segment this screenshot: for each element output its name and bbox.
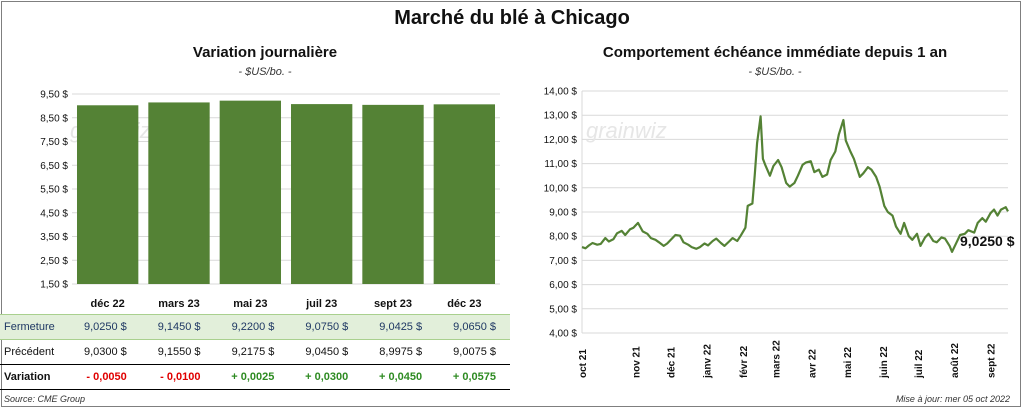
table-cell: 9,0075 $: [436, 339, 510, 365]
table-cell: 9,1450 $: [140, 314, 215, 340]
table-cell: 9,0750 $: [288, 314, 363, 340]
table-cell: 9,0250 $: [67, 314, 141, 340]
left-chart-title: Variation journalière: [192, 44, 338, 61]
y-tick-label: 10,00 $: [544, 183, 578, 194]
x-tick-label: févr 22: [739, 345, 750, 378]
x-tick-label: mai 22: [843, 346, 854, 378]
last-value-label: 9,0250 $: [960, 233, 1015, 249]
table-cell: + 0,0025: [214, 364, 289, 390]
y-tick-label: 4,00 $: [549, 329, 577, 340]
right-watermark: grainwiz: [586, 118, 667, 143]
x-tick-label: août 22: [950, 343, 961, 378]
y-tick-label: 13,00 $: [544, 111, 578, 122]
variation-table: Fermeture 9,0250 $ 9,1450 $ 9,2200 $ 9,0…: [0, 314, 510, 390]
x-tick-label: janv 22: [703, 344, 714, 379]
y-tick-label: 5,50 $: [40, 185, 68, 196]
bar: [148, 102, 210, 285]
x-tick-label: sept 22: [986, 343, 997, 378]
x-tick-label: mars 22: [772, 340, 783, 378]
y-tick-label: 6,00 $: [549, 280, 577, 291]
right-chart-subtitle: - $US/bo. -: [748, 66, 802, 78]
x-tick-label: nov 21: [632, 346, 643, 378]
x-tick-label: déc 23: [447, 298, 481, 310]
bar: [433, 104, 496, 284]
y-tick-label: 14,00 $: [544, 87, 578, 98]
table-cell: 9,2175 $: [214, 339, 289, 365]
x-tick-label: avr 22: [808, 349, 819, 378]
table-row: Variation - 0,0050 - 0,0100 + 0,0025 + 0…: [0, 364, 510, 390]
row-label: Variation: [0, 364, 68, 390]
bar: [219, 100, 282, 285]
left-chart-subtitle: - $US/bo. -: [238, 66, 292, 78]
y-tick-label: 3,50 $: [40, 232, 68, 243]
y-tick-label: 8,50 $: [40, 113, 68, 124]
y-tick-label: 7,50 $: [40, 137, 68, 148]
x-tick-label: juil 22: [914, 349, 925, 379]
x-tick-label: juil 23: [305, 298, 337, 310]
table-cell: 9,0300 $: [67, 339, 141, 365]
table-cell: - 0,0100: [140, 364, 215, 390]
bar: [362, 104, 424, 284]
table-cell: + 0,0450: [362, 364, 437, 390]
x-tick-label: juin 22: [879, 346, 890, 379]
table-cell: 9,0450 $: [288, 339, 363, 365]
y-tick-label: 5,00 $: [549, 304, 577, 315]
y-tick-label: 4,50 $: [40, 208, 68, 219]
table-row: Fermeture 9,0250 $ 9,1450 $ 9,2200 $ 9,0…: [0, 314, 510, 340]
x-tick-label: sept 23: [374, 298, 412, 310]
x-tick-label: mai 23: [233, 298, 267, 310]
bar: [76, 105, 139, 284]
y-tick-label: 8,00 $: [549, 232, 577, 243]
bar: [290, 104, 353, 284]
table-cell: + 0,0575: [436, 364, 510, 390]
y-tick-label: 9,50 $: [40, 90, 68, 101]
table-cell: 8,9975 $: [362, 339, 437, 365]
y-tick-label: 6,50 $: [40, 161, 68, 172]
table-cell: 9,2200 $: [214, 314, 289, 340]
y-tick-label: 7,00 $: [549, 256, 577, 267]
x-tick-label: mars 23: [158, 298, 200, 310]
source-note: Source: CME Group: [4, 394, 86, 404]
row-label: Fermeture: [0, 314, 68, 340]
x-tick-label: oct 21: [578, 349, 589, 378]
table-cell: 9,0425 $: [362, 314, 437, 340]
y-tick-label: 2,50 $: [40, 256, 68, 267]
y-tick-label: 9,00 $: [549, 208, 577, 219]
price-line: [581, 115, 1009, 253]
row-label: Précédent: [0, 339, 68, 365]
x-tick-label: déc 21: [667, 346, 678, 378]
y-tick-label: 11,00 $: [544, 159, 577, 170]
right-chart-title: Comportement échéance immédiate depuis 1…: [602, 44, 948, 61]
page-title: Marché du blé à Chicago: [394, 7, 630, 29]
table-row: Précédent 9,0300 $ 9,1550 $ 9,2175 $ 9,0…: [0, 339, 510, 365]
table-cell: 9,0650 $: [436, 314, 510, 340]
y-tick-label: 1,50 $: [40, 280, 68, 291]
update-note: Mise à jour: mer 05 oct 2022: [895, 394, 1010, 404]
x-tick-label: déc 22: [91, 298, 125, 310]
table-cell: - 0,0050: [67, 364, 141, 390]
bar-chart: grainwiz 1,50 $2,50 $3,50 $4,50 $5,50 $6…: [40, 90, 500, 310]
table-cell: + 0,0300: [288, 364, 363, 390]
y-tick-label: 12,00 $: [544, 135, 578, 146]
table-cell: 9,1550 $: [140, 339, 215, 365]
